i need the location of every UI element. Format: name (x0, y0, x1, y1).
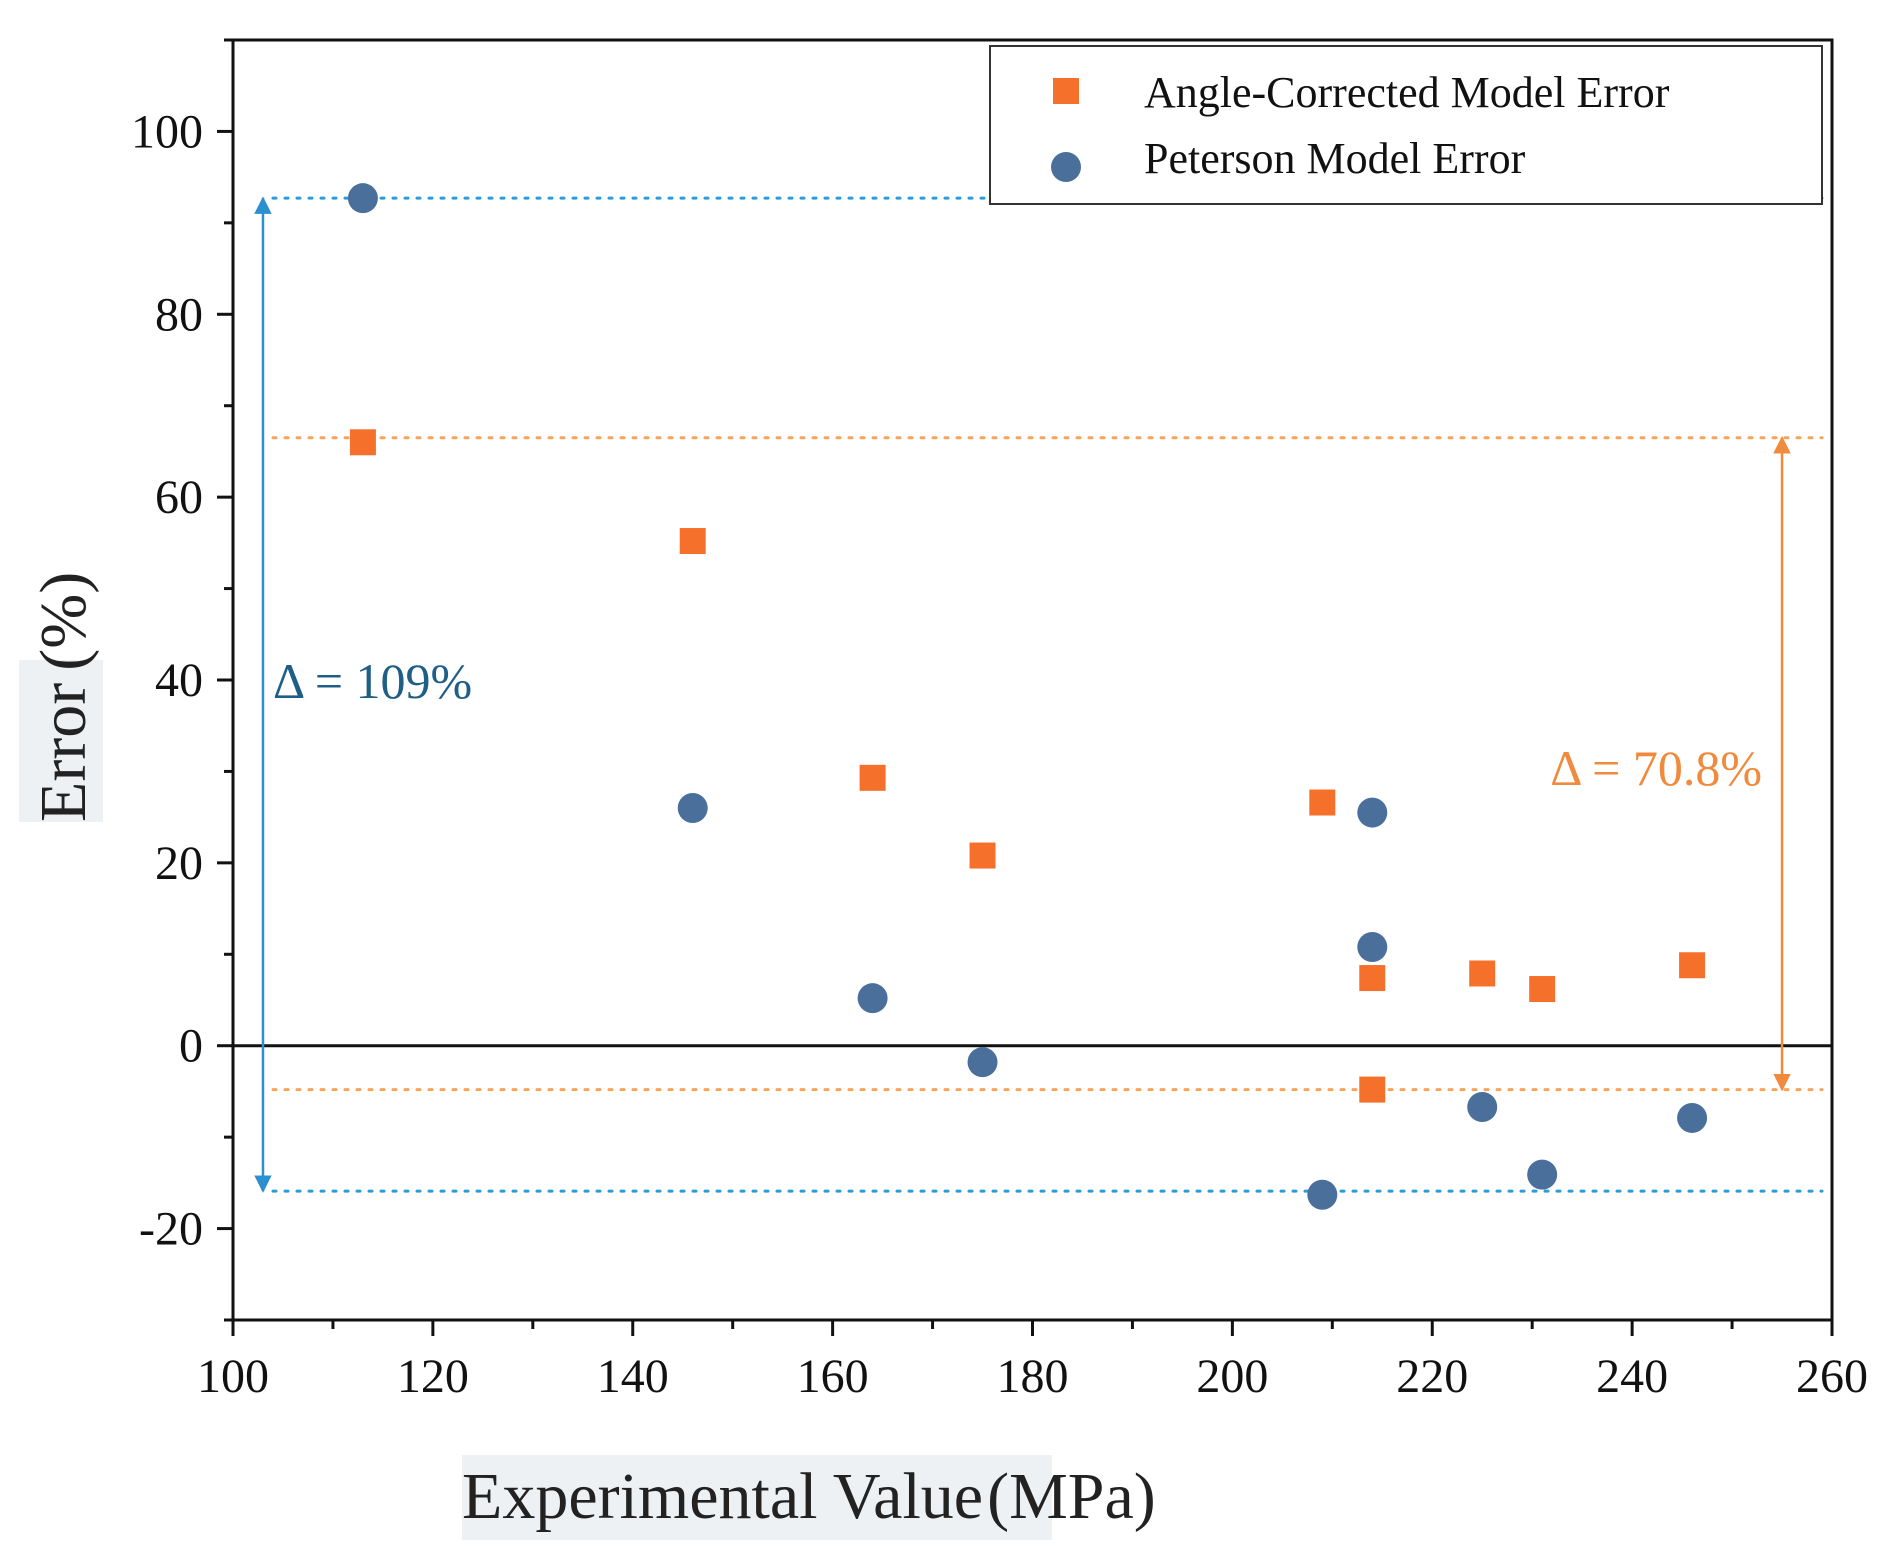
angle-corrected-point (349, 429, 376, 456)
y-axis-title-unit: (%) (27, 572, 100, 671)
x-tick-label: 240 (1596, 1350, 1668, 1403)
legend: Angle-Corrected Model Error Peterson Mode… (989, 45, 1823, 205)
x-tick-label: 220 (1396, 1350, 1468, 1403)
angle-range-annotation-label: Δ = 70.8% (1550, 740, 1762, 796)
y-tick-label: 40 (155, 654, 203, 707)
legend-square-marker (1053, 78, 1079, 104)
axis-ticks: 100 120 140 160 180 200 220 240 260 -20 0 20 40 60 80 1… (131, 38, 1868, 1403)
x-tick-label: 200 (1196, 1350, 1268, 1403)
svg-text:Error(%): Error (%) (27, 572, 100, 822)
legend-box (989, 45, 1823, 205)
angle-corrected-point (1469, 960, 1496, 987)
peterson-point (857, 983, 888, 1014)
peterson-point (1357, 797, 1388, 828)
peterson-point (1527, 1159, 1558, 1190)
y-tick-label: 80 (155, 288, 203, 341)
legend-items: Angle-Corrected Model Error Peterson Mode… (1051, 68, 1670, 183)
y-tick-label: 0 (179, 1020, 203, 1073)
svg-text:Experimental Value(MPa): Experimental Value(MPa) (462, 1460, 1156, 1533)
x-tick-label: 140 (597, 1350, 669, 1403)
angle-corrected-point (1359, 1076, 1386, 1103)
data-points (347, 183, 1708, 1210)
x-tick-label: 160 (797, 1350, 869, 1403)
legend-circle-marker (1051, 152, 1081, 182)
x-tick-label: 120 (397, 1350, 469, 1403)
x-tick-label: 100 (197, 1350, 269, 1403)
legend-label: Angle-Corrected Model Error (1144, 68, 1670, 117)
peterson-point (347, 183, 378, 214)
angle-corrected-point (1309, 789, 1336, 816)
angle-corrected-point (1359, 965, 1386, 992)
peterson-point (967, 1047, 998, 1078)
y-axis-title-highlight (19, 660, 103, 822)
angle-corrected-point (1529, 976, 1556, 1003)
x-tick-label: 260 (1796, 1350, 1868, 1403)
range-annotations: Δ = 109% Δ = 70.8% (254, 196, 1791, 1193)
y-tick-label: -20 (139, 1203, 203, 1256)
peterson-point (677, 793, 708, 823)
x-axis-title-highlight (462, 1455, 1052, 1540)
y-tick-label: 20 (155, 837, 203, 890)
y-tick-label: 100 (131, 105, 203, 158)
legend-label: Peterson Model Error (1144, 134, 1526, 183)
peterson-range-annotation-label: Δ = 109% (273, 653, 472, 709)
angle-corrected-point (969, 842, 996, 869)
plot-frame (231, 38, 1834, 1322)
angle-corrected-point (679, 528, 706, 555)
y-axis-title: Error (%) (19, 572, 103, 822)
x-tick-label: 180 (997, 1350, 1069, 1403)
peterson-point (1677, 1102, 1708, 1133)
x-axis-title-main: Experimental Value (462, 1460, 983, 1533)
x-axis-title-unit: (MPa) (987, 1460, 1156, 1533)
angle-corrected-point (1679, 952, 1706, 979)
peterson-point (1357, 931, 1388, 962)
reference-lines (271, 196, 1824, 1193)
y-axis-title-main: Error (27, 683, 100, 822)
angle-corrected-point (859, 764, 886, 791)
peterson-point (1307, 1179, 1338, 1210)
peterson-point (1467, 1091, 1498, 1122)
y-tick-label: 60 (155, 471, 203, 524)
x-axis-title: Experimental Value(MPa) (462, 1455, 1156, 1540)
